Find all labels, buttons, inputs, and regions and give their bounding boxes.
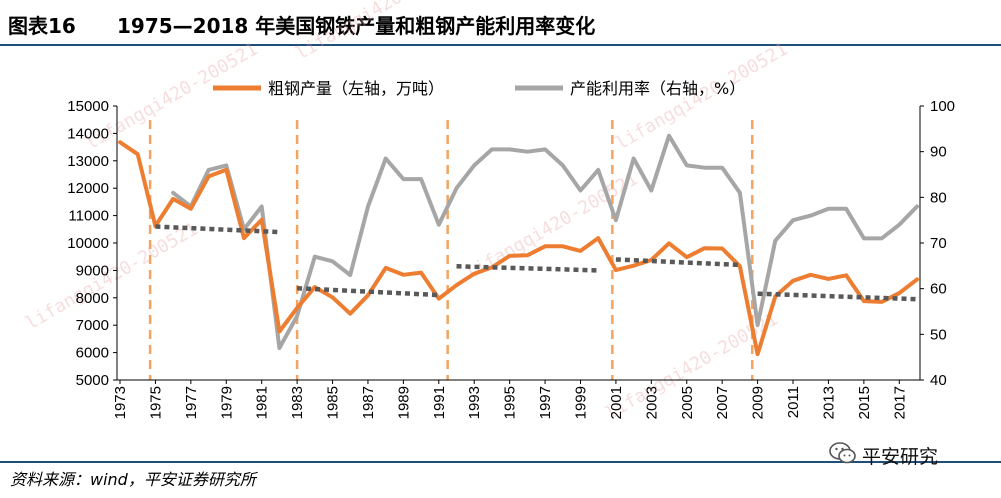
trend-line [615,257,740,268]
figure-number: 图表16 [8,14,76,38]
y-left-tick-label: 11000 [68,208,109,225]
y-left-tick-label: 12000 [67,180,109,197]
title-bar: 图表16 1975—2018 年美国钢铁产量和粗钢产能利用率变化 [0,0,1001,46]
x-tick-label: 1987 [360,386,377,419]
x-tick-label: 1999 [572,386,589,419]
y-left-tick-label: 5000 [76,372,109,389]
x-tick-label: 2011 [785,386,802,418]
series-layer [118,133,919,357]
y-left-tick-label: 13000 [67,153,109,170]
x-tick-label: 2007 [714,386,731,419]
watermark-text: lifangqi420-200521 [292,0,471,64]
legend-label: 粗钢产量（左轴，万吨） [268,79,444,98]
x-tick-label: 1985 [325,386,342,419]
crude-steel-output-line [118,140,919,357]
y-right-tick-label: 50 [930,326,947,343]
trend-line [456,264,599,273]
y-right-tick-label: 90 [930,144,947,161]
x-tick-label: 2017 [891,386,908,419]
x-tick-label: 1977 [183,386,200,419]
x-tick-label: 2001 [608,386,625,419]
source-note: 资料来源：wind，平安证券研究所 [10,470,256,489]
watermark-text: lifangqi420-200521 [22,219,201,335]
y-left-tick-label: 10000 [67,235,109,252]
x-tick-label: 1991 [431,386,448,419]
brand-badge: 平安研究 [828,440,978,468]
legend-label: 产能利用率（右轴，%） [570,79,745,98]
figure-title: 1975—2018 年美国钢铁产量和粗钢产能利用率变化 [117,14,596,38]
trend-line [297,285,439,298]
x-tick-label: 2003 [643,386,660,419]
y-left-tick-label: 9000 [76,262,109,279]
y-right-tick-label: 80 [930,189,947,206]
y-right-tick-label: 100 [930,98,955,115]
y-right-tick-label: 70 [930,235,947,252]
x-tick-label: 1975 [147,386,164,419]
watermark-layer: lifangqi420-200521lifangqi420-200521lifa… [22,0,791,424]
trend-layer [155,224,918,302]
y-left-tick-label: 14000 [67,125,109,142]
x-tick-label: 1993 [466,386,483,419]
x-tick-label: 1983 [289,386,306,419]
x-tick-label: 2005 [679,386,696,419]
y-left-tick-label: 6000 [76,345,109,362]
x-tick-label: 2009 [750,386,767,419]
trend-line [155,224,280,235]
source-divider [0,461,1001,463]
capacity-utilization-line [171,133,919,350]
y-right-tick-label: 40 [930,372,947,389]
y-right-tick-label: 60 [930,281,947,298]
axes: 5000 6000 7000 8000 9000 10000 11000 12000 13000… [67,98,955,419]
x-tick-label: 1981 [254,386,271,419]
x-tick-label: 1989 [395,386,412,419]
brand-name: 平安研究 [862,446,939,468]
legend: 粗钢产量（左轴，万吨） 产能利用率（右轴，%） [213,79,745,98]
wechat-icon [829,442,856,464]
x-tick-label: 1997 [537,386,554,419]
x-tick-label: 2015 [856,386,873,419]
x-tick-label: 1979 [218,386,235,419]
y-left-tick-label: 7000 [76,317,109,334]
y-left-tick-label: 15000 [67,98,109,115]
y-left-tick-label: 8000 [76,290,109,307]
x-tick-label: 2013 [820,386,837,419]
x-tick-label: 1995 [502,386,519,419]
x-tick-label: 1973 [112,386,129,419]
